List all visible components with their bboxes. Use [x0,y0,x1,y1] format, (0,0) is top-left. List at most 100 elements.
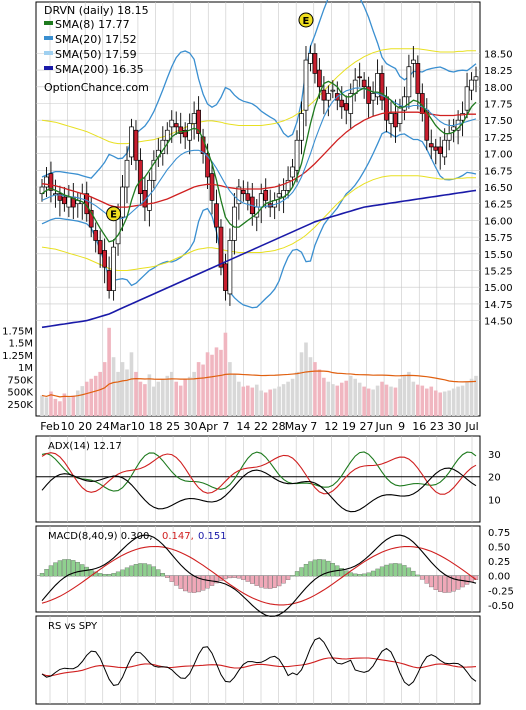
volume-bar [125,369,129,416]
volume-bar [416,384,420,416]
x-tick-label: 18 [149,420,163,433]
x-tick-label: 16 [412,420,426,433]
volume-bar [380,381,384,416]
x-tick-label: 30 [447,420,461,433]
macd-histogram-bar [375,568,380,577]
price-tick-label: 16.50 [484,183,513,194]
macd-histogram-bar [151,566,157,577]
candle-body [348,93,354,114]
candle-body [66,196,72,208]
x-tick-label: 25 [166,420,180,433]
macd-histogram-bar [415,574,420,577]
volume-bar [268,389,272,416]
macd-histogram-bar [326,560,331,577]
macd-histogram-bar [464,575,470,585]
adx-tick-label: 20 [488,473,501,484]
macd-histogram-bar [39,573,45,577]
price-tick-label: 17.75 [484,99,513,110]
x-tick-label: 28 [272,420,286,433]
volume-bar [398,378,402,416]
volume-bar [89,378,94,416]
candle-body [245,193,251,201]
macd-title: MACD(8,40,9) 0.300, [48,531,153,542]
candle-body [214,203,219,228]
x-tick-label: Mar [110,420,131,433]
adx-panel-frame [35,435,481,523]
volume-tick-label: 500K [7,388,33,399]
candle-body [428,143,434,148]
candle-body [196,109,201,134]
candle-body [138,159,143,195]
candle-body [339,99,345,108]
volume-bar [348,375,353,416]
candle-body [120,186,125,218]
volume-bar [259,390,264,416]
price-tick-label: 18.50 [484,49,513,60]
macd-histogram-bar [115,571,121,577]
candle-body [263,190,269,201]
volume-bar [438,392,443,416]
volume-bar [84,381,89,416]
macd-histogram-bar [379,566,385,577]
envelope-upper-line [41,48,476,145]
macd-histogram-bar [348,572,353,577]
candle-body [451,126,456,131]
candle-body [62,196,67,205]
macd-histogram-bar [285,575,291,580]
candle-body [57,193,63,201]
macd-tick-label: 0.25 [488,557,510,568]
macd-tick-label: 0.00 [488,572,510,583]
watermark-text: OptionChance.com [44,81,149,94]
x-tick-label: 12 [324,420,338,433]
candle-body [388,113,394,124]
macd-histogram-bar [200,575,206,591]
volume-bar [469,378,474,416]
macd-tick-label: -0.50 [488,601,514,612]
macd-histogram-bar [71,560,76,577]
volume-bar [456,386,460,416]
candle-body [357,76,363,79]
price-tick-label: 16.00 [484,216,513,227]
price-tick-label: 18.00 [484,83,513,94]
rs-title: RS vs SPY [48,621,98,632]
candle-body [317,69,322,88]
volume-bar [67,397,71,416]
macd-histogram-bar [281,575,286,584]
candle-body [375,73,380,98]
volume-bar [286,381,290,416]
macd-histogram-bar [227,575,233,579]
volume-bar [246,385,250,416]
candle-body [285,179,291,191]
macd-histogram-bar [142,563,148,577]
macd-histogram-bar [357,574,362,577]
legend-label: SMA(20) 17.52 [55,33,137,46]
event-marker-circle [106,206,122,222]
macd-histogram-bar [84,566,89,577]
price-tick-label: 15.75 [484,233,513,244]
x-tick-label: 9 [398,420,405,433]
macd-histogram-bar [317,559,322,577]
x-tick-label: 27 [360,420,374,433]
macd-histogram-bar [429,575,434,588]
volume-tick-label: 1.25M [2,351,33,362]
candle-body [106,270,112,291]
macd-histogram-bar [129,565,134,577]
candle-body [308,53,313,64]
macd-histogram-bar [406,567,412,577]
volume-bar [331,384,335,416]
volume-bar [277,386,281,416]
volume-bar [429,386,434,416]
volume-tick-label: 750K [7,375,33,386]
volume-bar [389,386,393,416]
macd-histogram-bar [223,575,228,580]
macd-histogram-bar [241,575,246,580]
volume-bar [183,378,187,416]
candle-body [133,129,139,161]
x-tick-label: 23 [430,420,444,433]
price-tick-label: 15.25 [484,267,513,278]
macd-histogram-bar [388,563,394,577]
volume-bar [474,375,478,416]
candle-body [411,59,416,64]
macd-histogram-bar [433,575,438,590]
